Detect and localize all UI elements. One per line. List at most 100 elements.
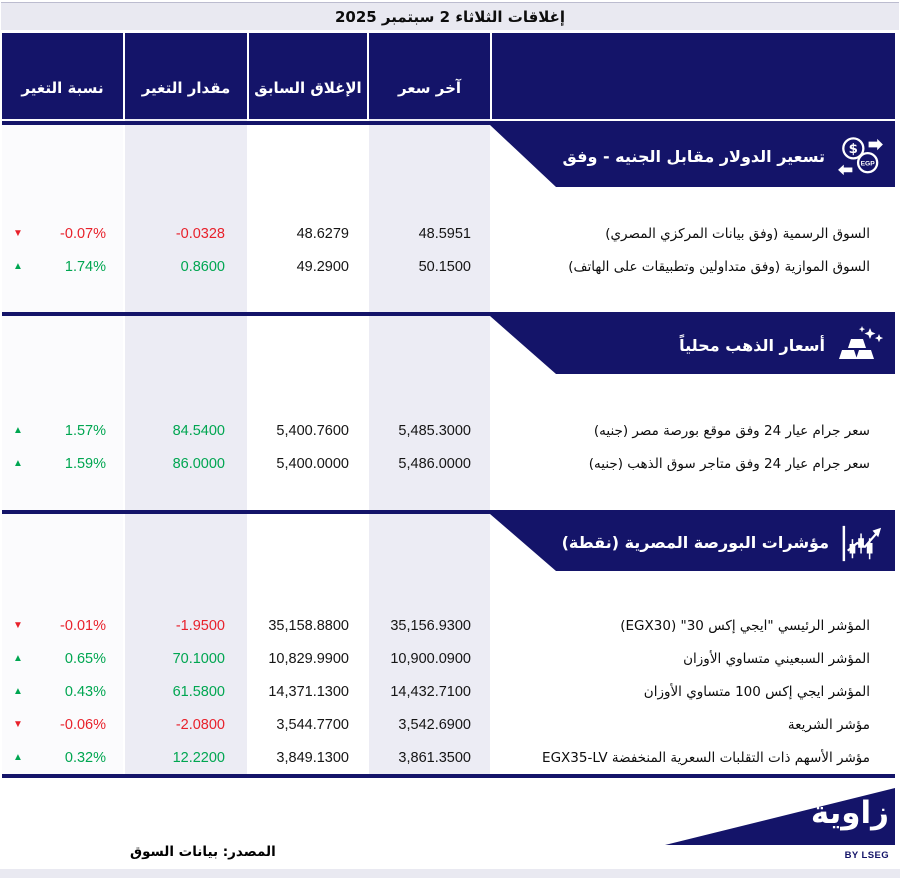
pct-value: 1.59% (64, 455, 106, 472)
pct-change-cell: ▼ -0.06% (2, 717, 125, 733)
last-price-cell: 3,542.6900 (398, 716, 471, 733)
row-label: السوق الرسمية (وفق بيانات المركزي المصري… (605, 225, 870, 242)
prev-close-cell: 3,544.7700 (276, 716, 349, 733)
last-price-cell: 14,432.7100 (390, 683, 471, 700)
prev-close-cell: 3,849.1300 (276, 749, 349, 766)
pct-change-cell: ▲ 1.74% (2, 259, 125, 275)
change-cell: 61.5800 (172, 683, 225, 700)
logo-triangle (665, 788, 895, 845)
last-price-cell: 5,486.0000 (398, 455, 471, 472)
table-row: ▲ 0.43% 61.5800 14,371.1300 14,432.7100 المؤش… (2, 675, 895, 708)
change-cell: 84.5400 (172, 422, 225, 439)
currency-exchange-icon: $ EGP (837, 135, 883, 177)
change-cell: -2.0800 (175, 716, 225, 733)
last-price-cell: 48.5951 (418, 225, 471, 242)
row-label: سعر جرام عيار 24 وفق موقع بورصة مصر (جني… (593, 422, 870, 439)
gold-bars-icon (837, 325, 883, 365)
trend-up-icon: ▲ (13, 652, 23, 664)
table-row: ▼ -0.06% -2.0800 3,544.7700 3,542.6900 مؤشر ا… (2, 708, 895, 741)
pct-value: -0.06% (60, 716, 106, 733)
column-band-last (369, 119, 490, 778)
prev-close-cell: 5,400.0000 (276, 455, 349, 472)
prev-close-cell: 35,158.8800 (268, 617, 349, 634)
page-title: إغلاقات الثلاثاء 2 سبتمبر 2025 (334, 7, 566, 26)
column-band-pct (2, 119, 123, 778)
pct-change-cell: ▲ 1.59% (2, 456, 125, 472)
lseg-byline: BY LSEG (844, 850, 889, 861)
table-row: ▲ 0.32% 12.2200 3,849.1300 3,861.3500 مؤشر ال… (2, 741, 895, 774)
change-cell: 12.2200 (172, 749, 225, 766)
change-cell: -0.0328 (175, 225, 225, 242)
pct-value: 1.74% (64, 258, 106, 275)
table-header-row: نسبة التغير مقدار التغير الإغلاق السابق آخر… (2, 33, 895, 119)
zawya-wordmark: زاوية (810, 795, 889, 831)
row-label: مؤشر الأسهم ذات التقلبات السعرية المنخفض… (542, 749, 870, 766)
pct-value: 0.65% (64, 650, 106, 667)
pct-value: 1.57% (64, 422, 106, 439)
last-price-cell: 50.1500 (418, 258, 471, 275)
prev-close-cell: 49.2900 (296, 258, 349, 275)
prev-close-cell: 14,371.1300 (268, 683, 349, 700)
change-cell: 86.0000 (172, 455, 225, 472)
change-cell: 70.1000 (172, 650, 225, 667)
column-header-prev: الإغلاق السابق (249, 33, 367, 119)
pct-change-cell: ▲ 1.57% (2, 423, 125, 439)
last-price-cell: 35,156.9300 (390, 617, 471, 634)
last-price-cell: 10,900.0900 (390, 650, 471, 667)
header-spacer (492, 33, 895, 119)
section-banner: $ EGP تسعير الدولار مقابل الجنيه - وفق (490, 125, 895, 187)
trend-down-icon: ▼ (13, 227, 23, 239)
prev-close-cell: 48.6279 (296, 225, 349, 242)
section-title: مؤشرات البورصة المصرية (نقطة) (561, 533, 829, 552)
column-header-chg: مقدار التغير (125, 33, 247, 119)
pct-change-cell: ▲ 0.32% (2, 750, 125, 766)
table-row: ▲ 1.74% 0.8600 49.2900 50.1500 السوق الموازية… (2, 250, 895, 283)
section-title: تسعير الدولار مقابل الجنيه - وفق (562, 146, 825, 166)
section-divider (2, 121, 895, 125)
section-rows: ▼ -0.07% -0.0328 48.6279 48.5951 السوق الرسمي… (0, 187, 900, 312)
pct-change-cell: ▲ 0.43% (2, 684, 125, 700)
section-banner: مؤشرات البورصة المصرية (نقطة) (490, 514, 895, 571)
bottom-divider (2, 774, 895, 778)
pct-value: 0.43% (64, 683, 106, 700)
pct-change-cell: ▼ -0.07% (2, 226, 125, 242)
pct-value: -0.01% (60, 617, 106, 634)
report-body: نسبة التغير مقدار التغير الإغلاق السابق آخر… (0, 33, 900, 869)
row-label: سعر جرام عيار 24 وفق متاجر سوق الذهب (جن… (588, 455, 870, 472)
sections-container: $ EGP تسعير الدولار مقابل الجنيه - وفق ▼ -0.… (0, 121, 900, 774)
last-price-cell: 3,861.3500 (398, 749, 471, 766)
change-cell: 0.8600 (180, 258, 225, 275)
trend-up-icon: ▲ (13, 424, 23, 436)
section-title: أسعار الذهب محلياً (679, 335, 825, 355)
svg-text:EGP: EGP (861, 161, 876, 168)
bottom-bar (0, 869, 900, 878)
zawya-logo: زاوية BY LSEG (665, 785, 895, 863)
prev-close-cell: 5,400.7600 (276, 422, 349, 439)
trend-up-icon: ▲ (13, 260, 23, 272)
source-label: المصدر: بيانات السوق (130, 844, 276, 860)
section-rows: ▲ 1.57% 84.5400 5,400.7600 5,485.3000 سعر جرا… (0, 374, 900, 510)
trend-up-icon: ▲ (13, 685, 23, 697)
column-band-chg (125, 119, 247, 778)
change-cell: -1.9500 (175, 617, 225, 634)
table-row: ▲ 1.59% 86.0000 5,400.0000 5,486.0000 سعر جرا… (2, 447, 895, 480)
section-divider (2, 510, 895, 514)
section-0: $ EGP تسعير الدولار مقابل الجنيه - وفق ▼ -0.… (0, 121, 900, 312)
column-header-pct: نسبة التغير (2, 33, 123, 119)
row-label: المؤشر السبعيني متساوي الأوزان (683, 650, 870, 667)
trend-down-icon: ▼ (13, 718, 23, 730)
footer: المصدر: بيانات السوق زاوية BY LSEG (0, 778, 900, 869)
section-2: مؤشرات البورصة المصرية (نقطة) ▼ -0.01% -1.9… (0, 510, 900, 774)
prev-close-cell: 10,829.9900 (268, 650, 349, 667)
trend-up-icon: ▲ (13, 751, 23, 763)
column-background-bands (0, 119, 900, 778)
trend-up-icon: ▲ (13, 457, 23, 469)
table-row: ▲ 0.65% 70.1000 10,829.9900 10,900.0900 المؤش… (2, 642, 895, 675)
row-label: السوق الموازية (وفق متداولين وتطبيقات عل… (568, 258, 870, 275)
trend-down-icon: ▼ (13, 619, 23, 631)
stock-chart-icon (841, 523, 883, 563)
row-label: المؤشر الرئيسي "ايجي إكس 30" (EGX30) (620, 617, 870, 634)
column-header-last: آخر سعر (369, 33, 490, 119)
pct-value: -0.07% (60, 225, 106, 242)
